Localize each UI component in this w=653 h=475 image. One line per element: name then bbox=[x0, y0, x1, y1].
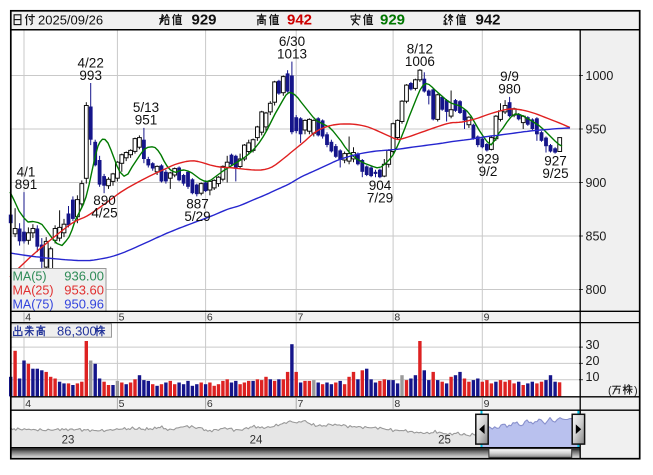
svg-text:890: 890 bbox=[93, 193, 116, 208]
svg-text:9/25: 9/25 bbox=[542, 166, 568, 181]
svg-text:8: 8 bbox=[394, 398, 400, 410]
svg-text:4: 4 bbox=[25, 398, 31, 410]
svg-text:900: 900 bbox=[586, 176, 607, 190]
svg-text:MA(75): MA(75) bbox=[13, 298, 54, 312]
svg-text:4/1: 4/1 bbox=[17, 164, 36, 179]
svg-text:4: 4 bbox=[25, 311, 31, 323]
svg-text:5: 5 bbox=[119, 311, 125, 323]
svg-text:(: ( bbox=[608, 385, 612, 397]
svg-text:10: 10 bbox=[586, 370, 600, 384]
svg-text:9: 9 bbox=[484, 311, 490, 323]
svg-text:): ) bbox=[634, 385, 638, 397]
svg-text:929: 929 bbox=[380, 12, 405, 29]
svg-text:5/29: 5/29 bbox=[184, 209, 210, 224]
svg-text:953.60: 953.60 bbox=[64, 283, 104, 298]
svg-text:9: 9 bbox=[484, 398, 490, 410]
svg-text:5/13: 5/13 bbox=[133, 100, 159, 115]
svg-text:980: 980 bbox=[498, 82, 521, 97]
svg-text:24: 24 bbox=[250, 435, 263, 447]
svg-text:6: 6 bbox=[207, 398, 213, 410]
svg-text:8: 8 bbox=[394, 311, 400, 323]
svg-text:950: 950 bbox=[586, 122, 607, 136]
svg-text:1000: 1000 bbox=[586, 69, 614, 83]
svg-text:7: 7 bbox=[297, 398, 303, 410]
svg-text:20: 20 bbox=[586, 354, 600, 368]
svg-text:891: 891 bbox=[15, 177, 38, 192]
svg-text:942: 942 bbox=[476, 12, 501, 29]
svg-text:929: 929 bbox=[192, 12, 217, 29]
svg-text:30: 30 bbox=[586, 338, 600, 352]
svg-text:927: 927 bbox=[544, 154, 567, 169]
svg-text:9/2: 9/2 bbox=[479, 164, 498, 179]
svg-text:1013: 1013 bbox=[277, 46, 307, 61]
svg-text:800: 800 bbox=[586, 283, 607, 297]
svg-text:929: 929 bbox=[477, 151, 500, 166]
svg-text:950.96: 950.96 bbox=[64, 297, 104, 312]
svg-text:951: 951 bbox=[135, 113, 158, 128]
svg-text:2025/09/26: 2025/09/26 bbox=[38, 13, 103, 28]
svg-text:1006: 1006 bbox=[405, 54, 435, 69]
svg-text:850: 850 bbox=[586, 229, 607, 243]
svg-text:MA(25): MA(25) bbox=[13, 284, 54, 298]
svg-text:6: 6 bbox=[207, 311, 213, 323]
svg-text:6/30: 6/30 bbox=[279, 34, 305, 49]
svg-text:942: 942 bbox=[287, 12, 312, 29]
svg-text:25: 25 bbox=[438, 435, 451, 447]
svg-text:MA(5): MA(5) bbox=[13, 270, 47, 284]
svg-text:5: 5 bbox=[119, 398, 125, 410]
svg-text:9/9: 9/9 bbox=[500, 69, 519, 84]
svg-text:904: 904 bbox=[369, 178, 392, 193]
svg-text:7: 7 bbox=[297, 311, 303, 323]
svg-text:4/22: 4/22 bbox=[78, 55, 104, 70]
svg-text:936.00: 936.00 bbox=[64, 269, 104, 284]
svg-text:4/25: 4/25 bbox=[91, 206, 117, 221]
svg-text:7/29: 7/29 bbox=[367, 191, 393, 206]
svg-text:887: 887 bbox=[186, 196, 209, 211]
svg-text:23: 23 bbox=[62, 435, 75, 447]
svg-text:8/12: 8/12 bbox=[407, 41, 433, 56]
svg-text:993: 993 bbox=[79, 68, 102, 83]
svg-text:86,300: 86,300 bbox=[57, 323, 97, 338]
